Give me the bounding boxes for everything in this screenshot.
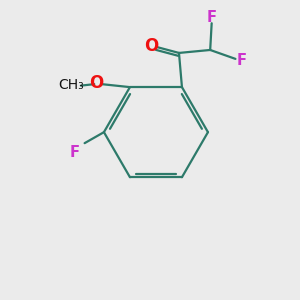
- Text: F: F: [237, 53, 247, 68]
- Text: F: F: [207, 10, 217, 25]
- Text: CH₃: CH₃: [58, 78, 84, 92]
- Text: F: F: [69, 146, 79, 160]
- Text: O: O: [89, 74, 103, 92]
- Text: O: O: [144, 37, 158, 55]
